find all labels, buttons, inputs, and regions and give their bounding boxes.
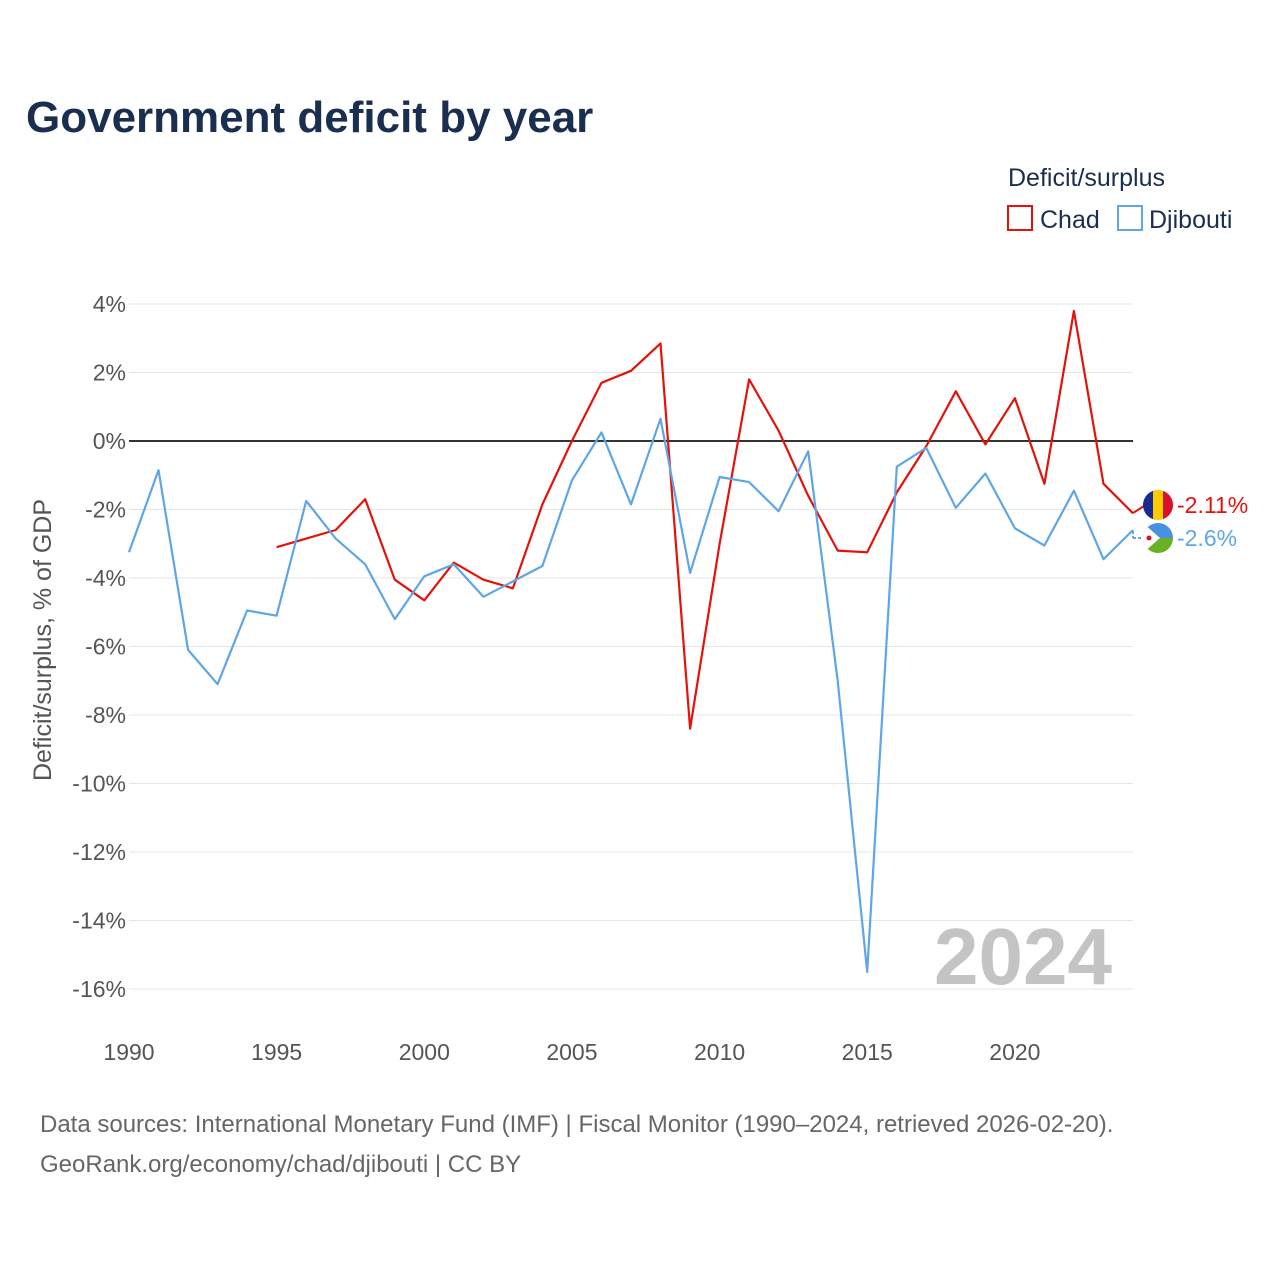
y-tick-label: 4% <box>93 291 126 317</box>
x-tick-label: 1990 <box>103 1039 154 1065</box>
chad-flag-icon <box>1143 490 1173 520</box>
chad-end-marker: -2.11% <box>1132 490 1248 520</box>
x-tick-label: 2020 <box>989 1039 1040 1065</box>
series-line-djibouti[interactable] <box>127 417 1134 974</box>
y-tick-label: 0% <box>93 428 126 454</box>
source-line-1: Data sources: International Monetary Fun… <box>40 1111 1113 1138</box>
x-tick-label: 2015 <box>842 1039 893 1065</box>
djibouti-end-marker: -2.6% <box>1132 523 1237 553</box>
legend-label-chad: Chad <box>1040 206 1100 234</box>
y-tick-label: -8% <box>85 702 126 728</box>
chad-leader-line <box>1132 505 1145 514</box>
y-tick-label: -12% <box>72 839 126 865</box>
chad-end-value: -2.11% <box>1177 492 1248 518</box>
x-tick-labels: 1990 1995 2000 2005 2010 2015 2020 <box>103 1039 1040 1065</box>
y-tick-label: -10% <box>72 771 126 797</box>
source-line-2[interactable]: GeoRank.org/economy/chad/djibouti | CC B… <box>40 1151 521 1178</box>
series-line-chad[interactable] <box>276 309 1134 730</box>
y-tick-label: -2% <box>85 497 126 523</box>
y-tick-label: -4% <box>85 565 126 591</box>
series-lines <box>127 309 1134 974</box>
y-tick-label: -14% <box>72 908 126 934</box>
djibouti-end-value: -2.6% <box>1177 525 1237 551</box>
y-tick-labels: 4% 2% 0% -2% -4% -6% -8% -10% -12% -14% -16% <box>72 291 126 1002</box>
y-axis-title: Deficit/surplus, % of GDP <box>29 499 57 781</box>
year-watermark: 2024 <box>934 912 1112 1001</box>
y-tick-label: -6% <box>85 634 126 660</box>
legend-title: Deficit/surplus <box>1008 164 1165 192</box>
x-tick-label: 1995 <box>251 1039 302 1065</box>
x-tick-label: 2005 <box>546 1039 597 1065</box>
legend-label-djibouti: Djibouti <box>1149 206 1232 234</box>
y-tick-label: -16% <box>72 976 126 1002</box>
legend-item-djibouti[interactable]: Djibouti <box>1117 205 1232 234</box>
chart-title: Government deficit by year <box>26 93 593 142</box>
djibouti-flag-icon <box>1143 523 1173 553</box>
gridlines <box>129 303 1133 990</box>
legend-swatch-djibouti <box>1117 205 1143 231</box>
y-tick-label: 2% <box>93 360 126 386</box>
legend-swatch-chad <box>1007 205 1033 231</box>
x-tick-label: 2000 <box>399 1039 450 1065</box>
x-tick-label: 2010 <box>694 1039 745 1065</box>
legend-item-chad[interactable]: Chad <box>1007 205 1100 234</box>
